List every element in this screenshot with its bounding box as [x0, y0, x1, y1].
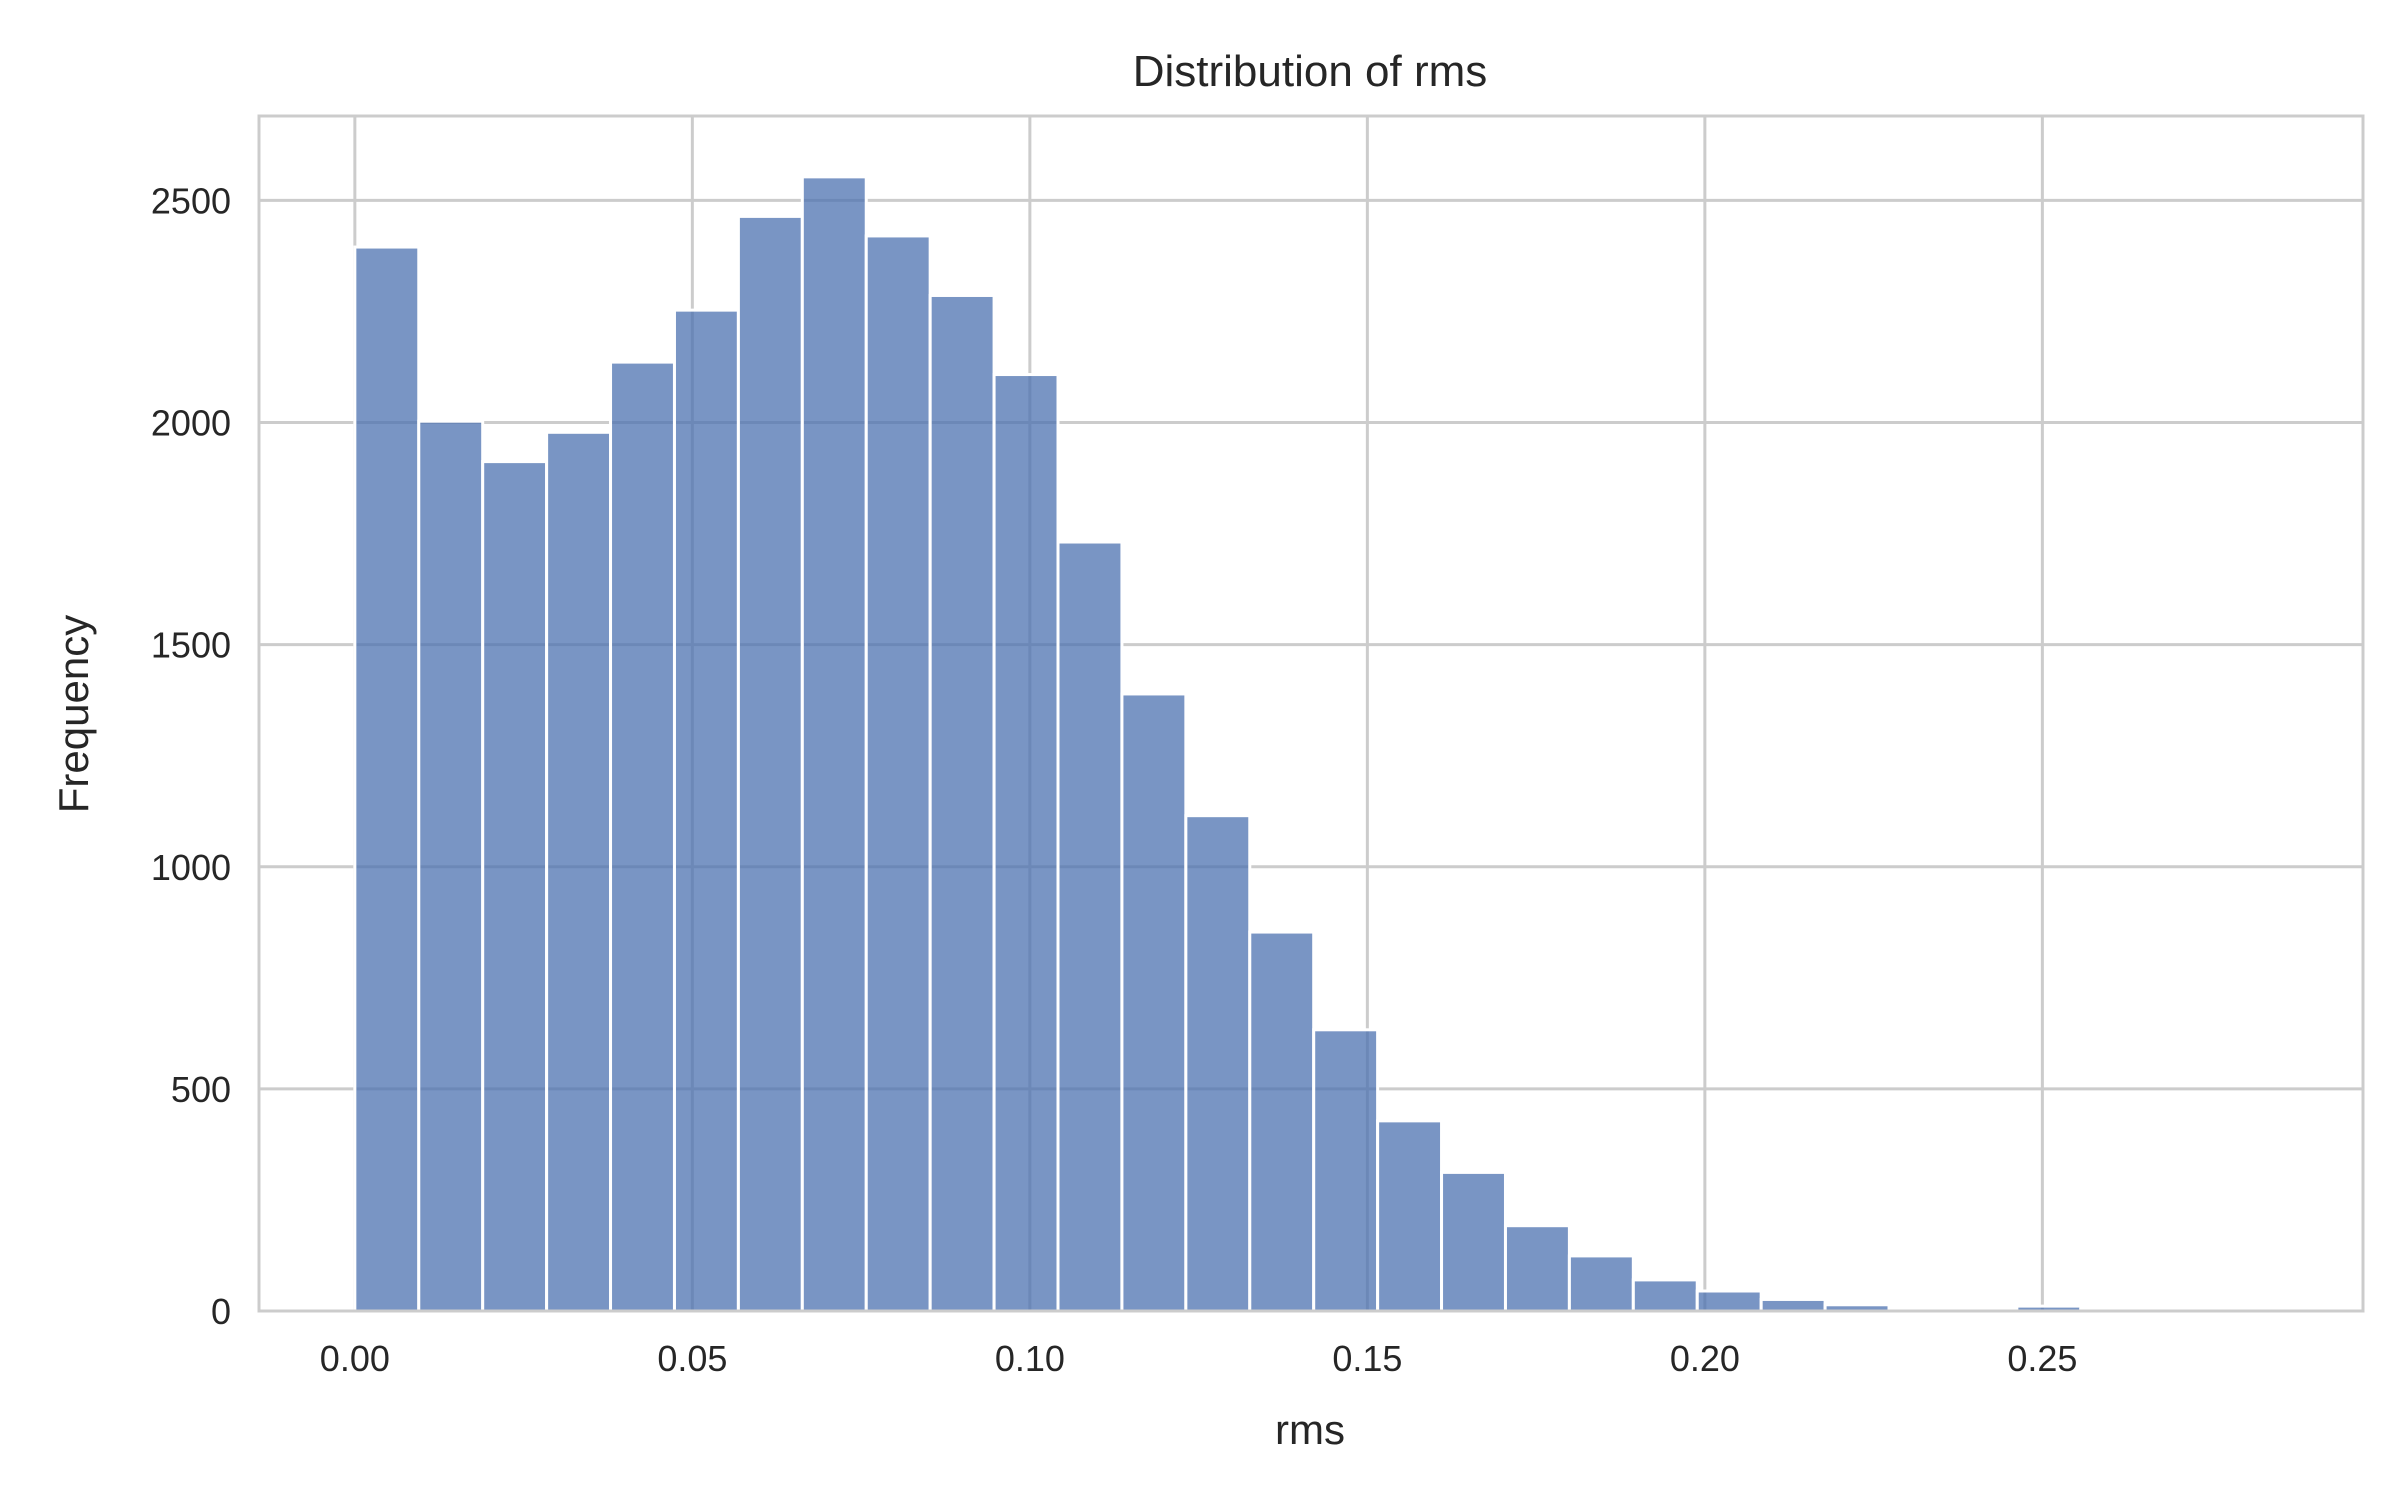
- y-tick-label: 500: [171, 1069, 231, 1110]
- histogram-bar: [1376, 1119, 1444, 1313]
- histogram-bar: [1056, 540, 1124, 1313]
- y-tick-labels: 0 500 1000 1500 2000 2500: [151, 180, 231, 1332]
- x-tick-label: 0.00: [320, 1338, 390, 1379]
- histogram-bar: [353, 245, 421, 1313]
- histogram-bar: [1248, 930, 1316, 1313]
- y-tick-label: 1000: [151, 847, 231, 888]
- histogram-bar: [1120, 692, 1188, 1313]
- histogram-bar: [609, 360, 676, 1313]
- histogram-bar: [481, 460, 549, 1313]
- histogram-bar: [928, 293, 996, 1313]
- x-axis-label: rms: [1275, 1406, 1345, 1453]
- histogram-bar: [545, 430, 613, 1313]
- histogram-bar: [992, 373, 1060, 1313]
- histogram-bar: [1631, 1278, 1699, 1313]
- histogram-bar: [1312, 1028, 1380, 1313]
- y-tick-label: 2500: [151, 180, 231, 221]
- y-tick-label: 1500: [151, 625, 231, 666]
- x-tick-label: 0.25: [2007, 1338, 2077, 1379]
- histogram-bar: [417, 419, 485, 1313]
- histogram-bar: [800, 175, 868, 1313]
- histogram-bar: [1695, 1289, 1763, 1313]
- histogram-bar: [1503, 1224, 1571, 1313]
- histogram-bar: [864, 234, 932, 1313]
- histogram-bar: [1440, 1170, 1507, 1313]
- x-tick-label: 0.10: [995, 1338, 1065, 1379]
- chart-title: Distribution of rms: [1133, 47, 1488, 96]
- x-tick-label: 0.15: [1332, 1338, 1402, 1379]
- histogram-bar: [1759, 1297, 1827, 1313]
- x-tick-label: 0.20: [1670, 1338, 1740, 1379]
- x-tick-label: 0.05: [657, 1338, 727, 1379]
- histogram-bars: [353, 175, 2275, 1313]
- y-tick-label: 0: [211, 1291, 231, 1332]
- plot-frame: [257, 114, 2365, 1313]
- histogram-bar: [1567, 1254, 1635, 1313]
- histogram-bar: [1184, 814, 1252, 1313]
- y-axis-label: Frequency: [50, 615, 97, 813]
- histogram-bar: [672, 308, 740, 1313]
- histogram-bar: [736, 214, 804, 1313]
- y-tick-label: 2000: [151, 403, 231, 444]
- x-tick-labels: 0.00 0.05 0.10 0.15 0.20 0.25: [320, 1338, 2078, 1379]
